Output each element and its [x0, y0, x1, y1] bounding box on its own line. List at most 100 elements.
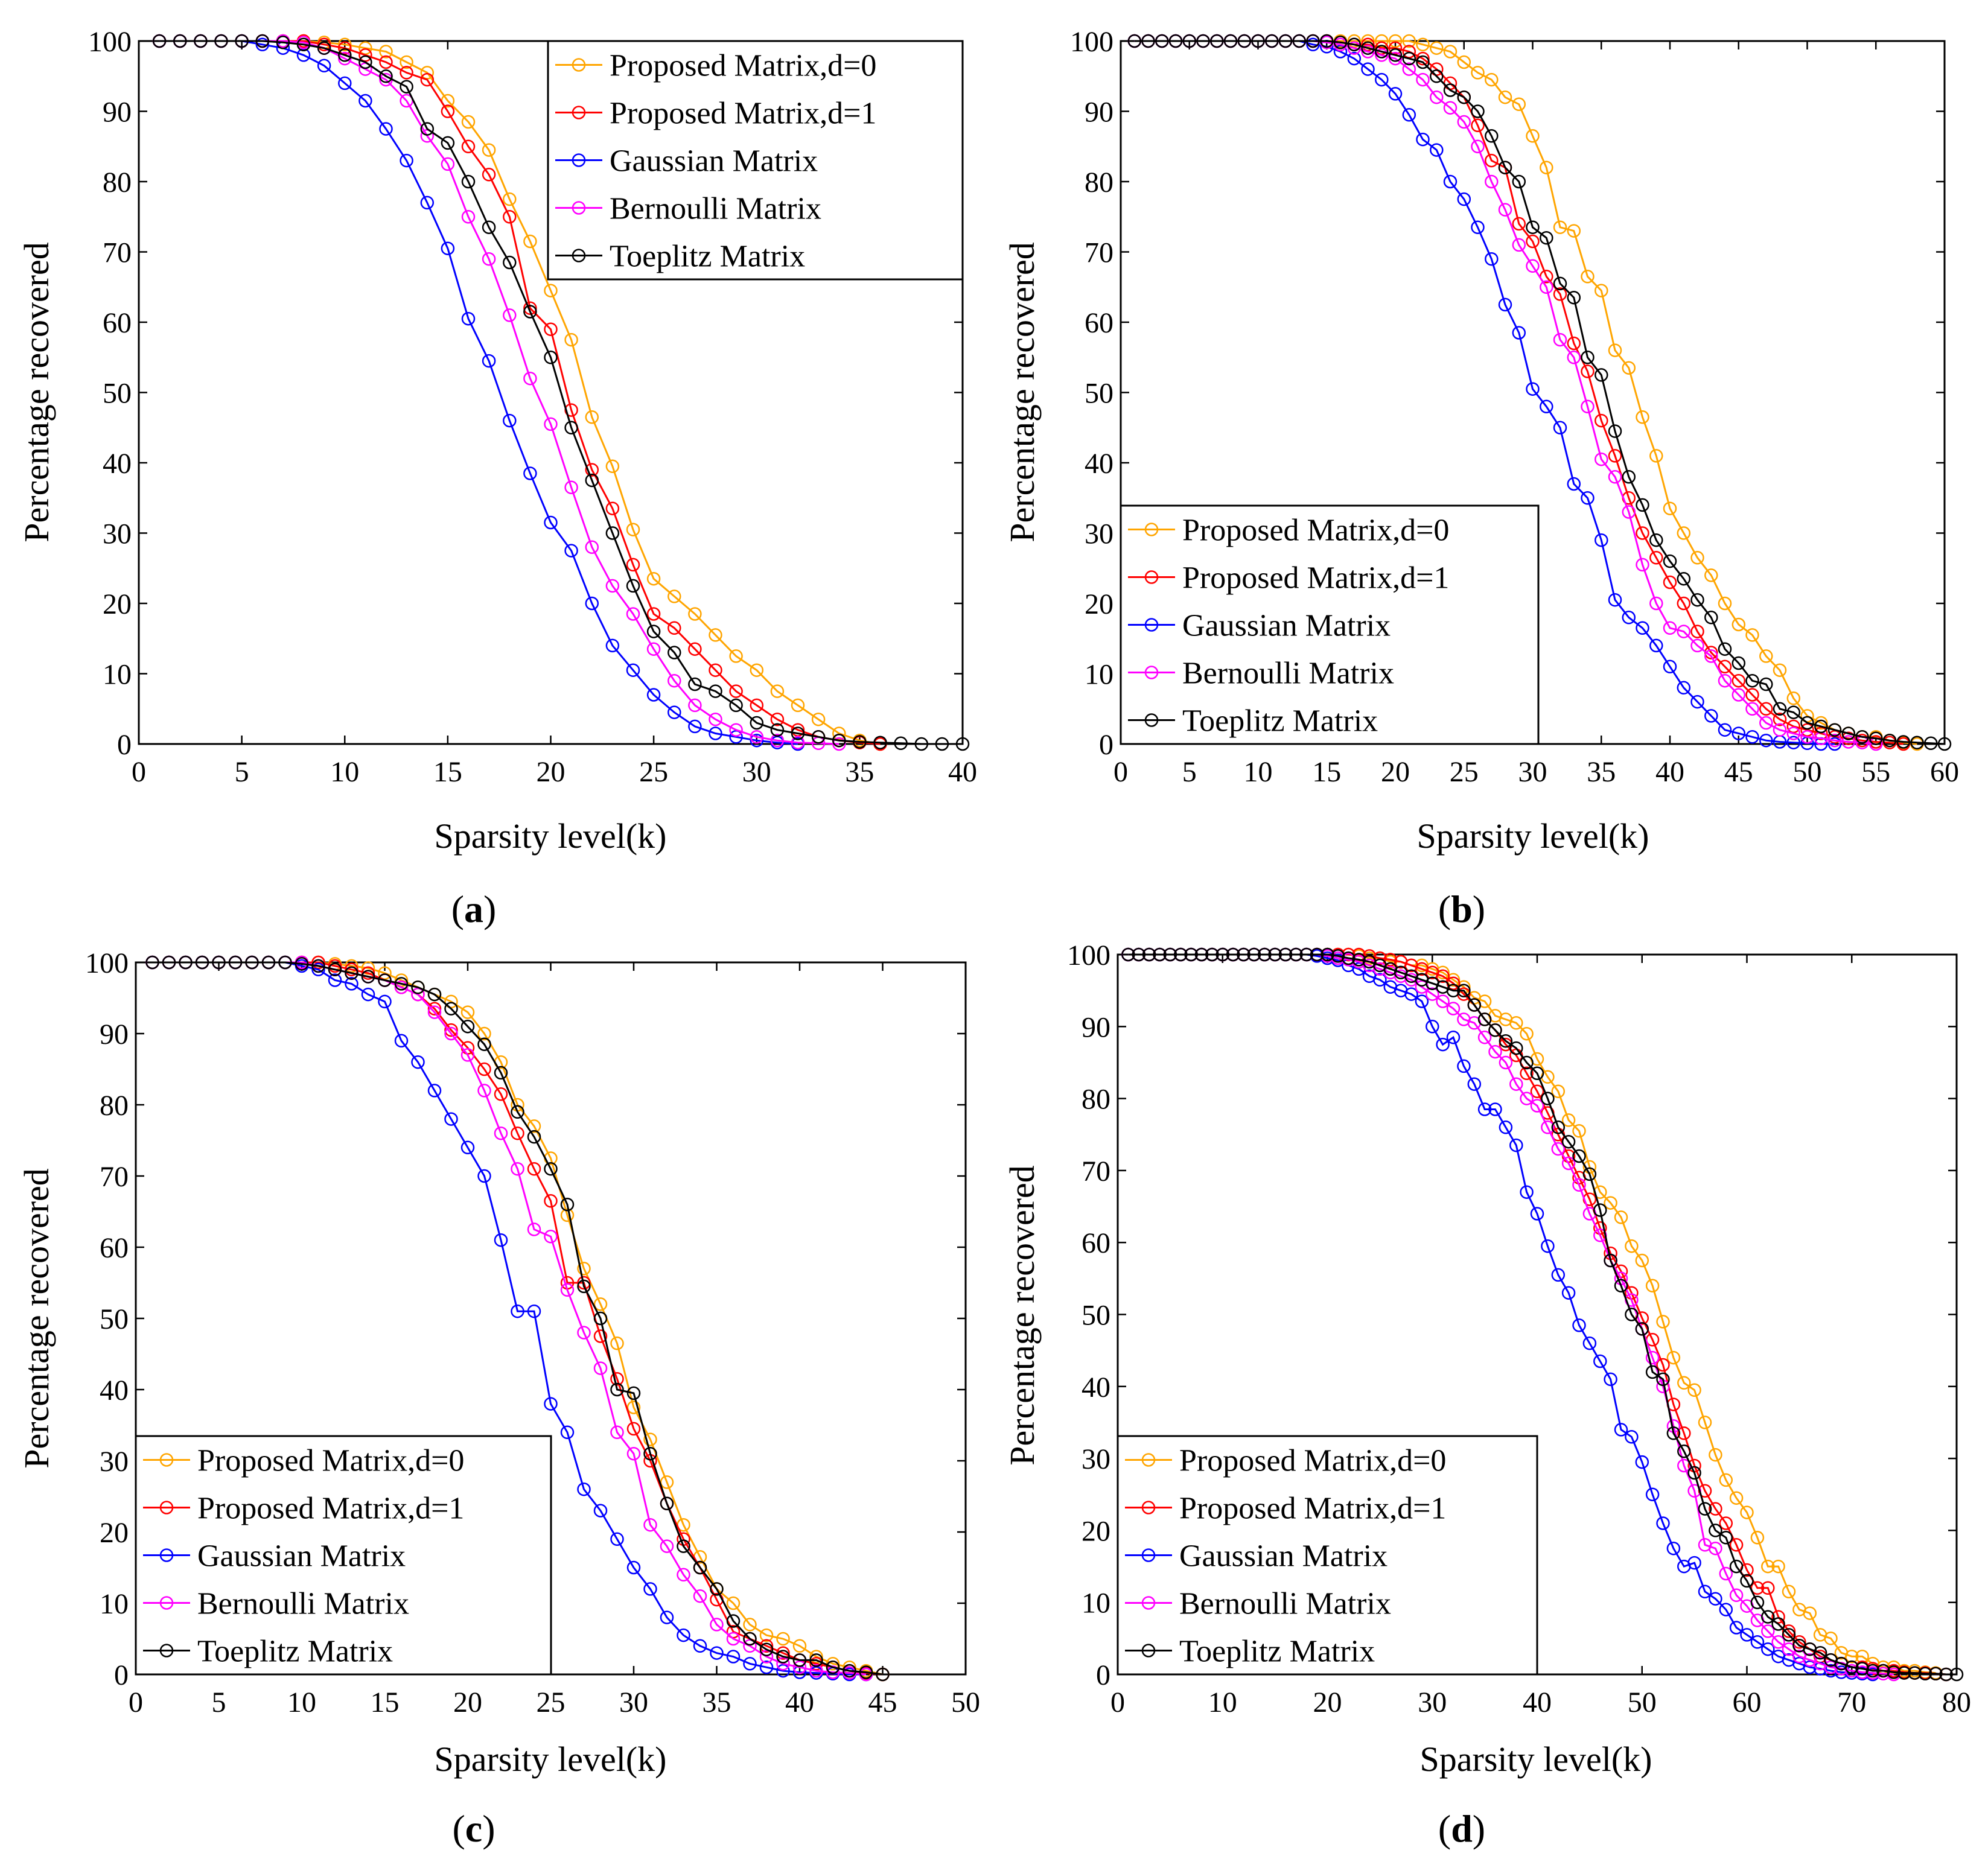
series-toeplitz-matrix [1127, 34, 1952, 751]
data-point [1666, 1426, 1681, 1440]
data-point [1477, 1012, 1492, 1026]
data-point [444, 1026, 458, 1041]
data-point [826, 1665, 840, 1679]
data-point [1729, 1538, 1744, 1552]
legend-box [547, 40, 964, 281]
data-point [441, 104, 455, 118]
data-point [394, 973, 409, 987]
data-point [1845, 1649, 1859, 1664]
data-point [1416, 55, 1430, 69]
data-point [809, 1650, 823, 1664]
y-tick-label: 30 [1085, 518, 1113, 550]
data-point [626, 1400, 641, 1414]
data-point [1595, 284, 1608, 297]
data-point [577, 1326, 591, 1340]
data-point [1910, 736, 1924, 749]
data-point [1572, 1178, 1586, 1192]
y-tick-label: 40 [100, 1375, 129, 1406]
data-point [1800, 723, 1814, 737]
x-tick-label: 20 [1313, 1686, 1342, 1718]
data-point [1750, 1531, 1765, 1545]
data-point [1855, 1662, 1869, 1676]
data-point [1210, 34, 1224, 48]
data-point [1572, 1318, 1586, 1332]
data-point [759, 1628, 774, 1642]
data-point [400, 153, 413, 168]
data-point [776, 1657, 790, 1671]
data-point [1237, 947, 1250, 962]
data-point [605, 638, 620, 653]
series-toeplitz-matrix [1121, 947, 1964, 1682]
data-point [460, 1005, 475, 1019]
data-point [564, 421, 578, 435]
data-point [1718, 723, 1732, 737]
data-point [1375, 34, 1389, 48]
data-point [1782, 1584, 1796, 1599]
data-point [1512, 217, 1526, 231]
legend: Proposed Matrix,d=0 Proposed Matrix,d=1 Ga… [135, 1435, 552, 1676]
data-point [1352, 953, 1366, 967]
data-point [1509, 1077, 1523, 1091]
data-point [482, 143, 496, 157]
data-point [1845, 1664, 1859, 1678]
data-point [255, 37, 270, 52]
data-point [577, 1482, 591, 1496]
data-point [1333, 45, 1348, 59]
data-point [1704, 709, 1718, 723]
data-point [626, 1386, 641, 1400]
data-point [1814, 726, 1828, 740]
data-point [1709, 1524, 1722, 1537]
data-point [1153, 947, 1167, 962]
data-point [1876, 1664, 1890, 1678]
data-point [1803, 1606, 1817, 1620]
data-point [1268, 947, 1282, 962]
data-point [1416, 51, 1430, 66]
data-point [1485, 72, 1499, 87]
data-point [1595, 452, 1608, 466]
x-axis-label: Sparsity level(k) [1420, 1740, 1652, 1779]
legend-label: Toeplitz Matrix [197, 1635, 393, 1669]
data-point [1426, 1020, 1439, 1034]
data-point [1375, 41, 1389, 55]
data-point [1645, 1487, 1660, 1502]
axis-ticks: 0 5 10 15 20 25 30 35 40 0 10 20 30 40 50 60 70 80 90 100 [88, 26, 977, 788]
legend-item: Bernoulli Matrix [143, 1587, 409, 1621]
data-point [605, 459, 620, 474]
data-point [610, 1372, 624, 1386]
data-point [212, 955, 226, 970]
data-point [1498, 297, 1512, 312]
data-point [626, 1560, 641, 1575]
data-point [853, 735, 867, 749]
data-point [1155, 34, 1169, 48]
x-tick-label: 50 [951, 1686, 980, 1718]
data-point [1636, 526, 1649, 540]
axis-ticks: 0 5 10 15 20 25 30 35 40 45 50 55 60 0 10 20 30 40 50 60 70 8… [1070, 26, 1959, 788]
data-point [1333, 36, 1348, 49]
data-point [1347, 37, 1362, 52]
data-point [1869, 731, 1883, 745]
series-line [1134, 40, 1945, 745]
data-point [643, 1432, 657, 1446]
data-point [427, 987, 442, 1002]
data-point [729, 730, 743, 744]
data-point [1677, 596, 1691, 611]
data-point [338, 37, 352, 52]
data-point [511, 1126, 524, 1140]
data-point [1709, 1502, 1722, 1516]
data-point [1498, 90, 1512, 104]
data-point [660, 1610, 674, 1624]
y-tick-label: 60 [1082, 1227, 1110, 1259]
legend-marker [159, 1453, 174, 1467]
legend-item: Toeplitz Matrix [1125, 1635, 1375, 1669]
data-point [688, 642, 702, 656]
data-point [750, 733, 764, 748]
data-point [477, 1169, 491, 1183]
data-point [1949, 1667, 1964, 1682]
data-point [1416, 72, 1430, 87]
data-point [1299, 947, 1314, 962]
data-point [1471, 139, 1485, 154]
data-point [1622, 505, 1636, 519]
data-point [358, 48, 372, 62]
data-point [832, 733, 846, 748]
data-point [1786, 736, 1801, 749]
